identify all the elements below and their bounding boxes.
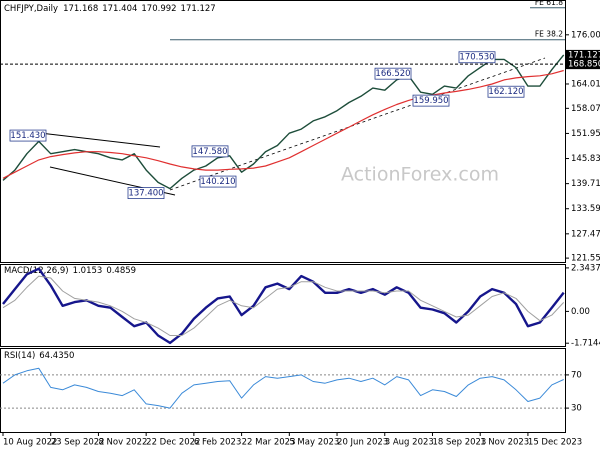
x-tick-label: 22 Mar 2023 <box>242 438 296 448</box>
rsi-title: RSI(14) <box>4 351 35 361</box>
x-tick-label: 10 Aug 2022 <box>3 438 57 448</box>
y-tick-label: 145.830 <box>571 154 600 164</box>
annotation-box <box>199 175 237 188</box>
annotation-box <box>487 85 525 98</box>
series-line <box>2 69 564 179</box>
x-tick-label: 5 May 2023 <box>289 438 339 448</box>
annotation-box <box>191 145 229 158</box>
y-tick-label: 127.470 <box>571 229 600 239</box>
rsi-value: 64.4350 <box>39 351 74 361</box>
x-tick-label: 3 Aug 2023 <box>385 438 434 448</box>
y-tick-label: 133.590 <box>571 204 600 214</box>
y-tick-label: 158.070 <box>571 104 600 114</box>
channel-line <box>39 132 161 148</box>
annotation-label: 137.400 <box>128 189 163 199</box>
price-label: 171.127 <box>568 50 600 60</box>
rsi-header: RSI(14) 64.4350 <box>4 351 74 361</box>
low: 170.992 <box>141 4 176 14</box>
level-label: FE 38.2 <box>535 30 563 39</box>
annotation-label: 162.120 <box>488 87 523 97</box>
series-line <box>2 275 565 336</box>
macd-value: 1.0153 <box>73 266 103 276</box>
symbol: CHFJPY,Daily <box>4 4 58 14</box>
trend-line <box>169 57 546 191</box>
annotation-label: 166.520 <box>375 69 410 79</box>
annotation-label: 151.430 <box>10 131 45 141</box>
y-tick-label: 70 <box>571 370 582 380</box>
price-header: CHFJPY,Daily 171.168 171.404 170.992 171.127 <box>4 4 216 14</box>
annotation-box <box>412 94 450 107</box>
y-tick-label: 139.710 <box>571 179 600 189</box>
y-tick-label: 176.000 <box>571 30 600 40</box>
x-tick-label: 8 Nov 2022 <box>98 438 147 448</box>
macd-panel <box>0 264 566 347</box>
series-line <box>2 54 565 190</box>
signal-value: 0.4859 <box>106 266 136 276</box>
level-box <box>566 59 600 70</box>
level-label: FE 61.8 <box>535 0 563 7</box>
series-line <box>2 367 564 409</box>
annotation-label: 159.950 <box>413 96 448 106</box>
series-line <box>2 267 565 345</box>
price-box <box>566 49 600 60</box>
x-tick-label: 20 Jun 2023 <box>337 438 388 448</box>
annotation-label: 147.580 <box>192 147 227 157</box>
x-tick-label: 23 Sep 2022 <box>51 438 105 448</box>
annotation-box <box>9 129 47 142</box>
annotation-box <box>458 51 496 64</box>
annotation-label: 140.210 <box>200 177 235 187</box>
x-tick-label: 6 Feb 2023 <box>194 438 242 448</box>
y-tick-label: -1.7144 <box>571 339 600 349</box>
y-tick-label: 0.00 <box>571 307 590 317</box>
level-label: 168.850 <box>568 60 600 70</box>
x-tick-label: 15 Dec 2023 <box>528 438 582 448</box>
x-tick-label: 18 Sep 2023 <box>432 438 486 448</box>
annotation-box <box>374 67 412 80</box>
open: 171.168 <box>63 4 98 14</box>
y-tick-label: 121.550 <box>571 254 600 264</box>
y-tick-label: 30 <box>571 404 582 414</box>
y-tick-label: 2.3437 <box>571 263 600 273</box>
y-tick-label: 151.950 <box>571 129 600 139</box>
y-tick-label: 164.010 <box>571 79 600 89</box>
high: 171.404 <box>102 4 137 14</box>
x-tick-label: 1 Nov 2023 <box>480 438 529 448</box>
rsi-panel <box>0 348 566 433</box>
watermark: ActionForex.com <box>341 164 499 186</box>
annotation-label: 170.530 <box>459 53 494 63</box>
x-tick-label: 22 Dec 2022 <box>146 438 200 448</box>
price-panel <box>0 0 566 263</box>
close: 171.127 <box>181 4 216 14</box>
annotation-box <box>127 187 165 200</box>
